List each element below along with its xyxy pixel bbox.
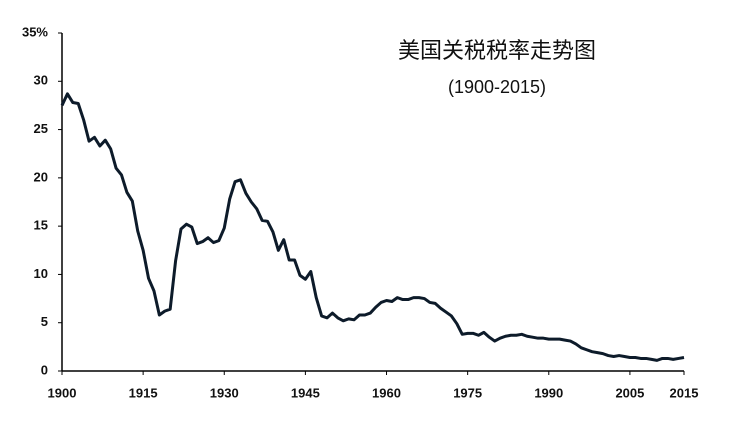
y-tick-label: 20 — [34, 169, 48, 184]
y-tick-label: 15 — [34, 218, 48, 233]
x-tick-label: 1975 — [453, 385, 482, 400]
data-line — [60, 92, 685, 362]
y-tick-label: 10 — [34, 266, 48, 281]
y-tick-label: 5 — [41, 314, 48, 329]
x-tick-label: 2015 — [670, 385, 699, 400]
y-tick-label: 30 — [34, 73, 48, 88]
chart-title: 美国关税税率走势图 — [398, 38, 596, 63]
x-tick-label: 1990 — [534, 385, 563, 400]
x-tick-label: 2005 — [615, 385, 644, 400]
x-tick-label: 1960 — [372, 385, 401, 400]
y-tick-label: 25 — [34, 121, 48, 136]
x-tick-label: 1900 — [48, 385, 77, 400]
x-tick-label: 1930 — [210, 385, 239, 400]
y-tick-label: 0 — [41, 362, 48, 377]
y-tick-label: 35% — [22, 24, 48, 39]
x-tick-label: 1915 — [129, 385, 158, 400]
chart-subtitle: (1900-2015) — [448, 77, 546, 97]
x-tick-label: 1945 — [291, 385, 320, 400]
